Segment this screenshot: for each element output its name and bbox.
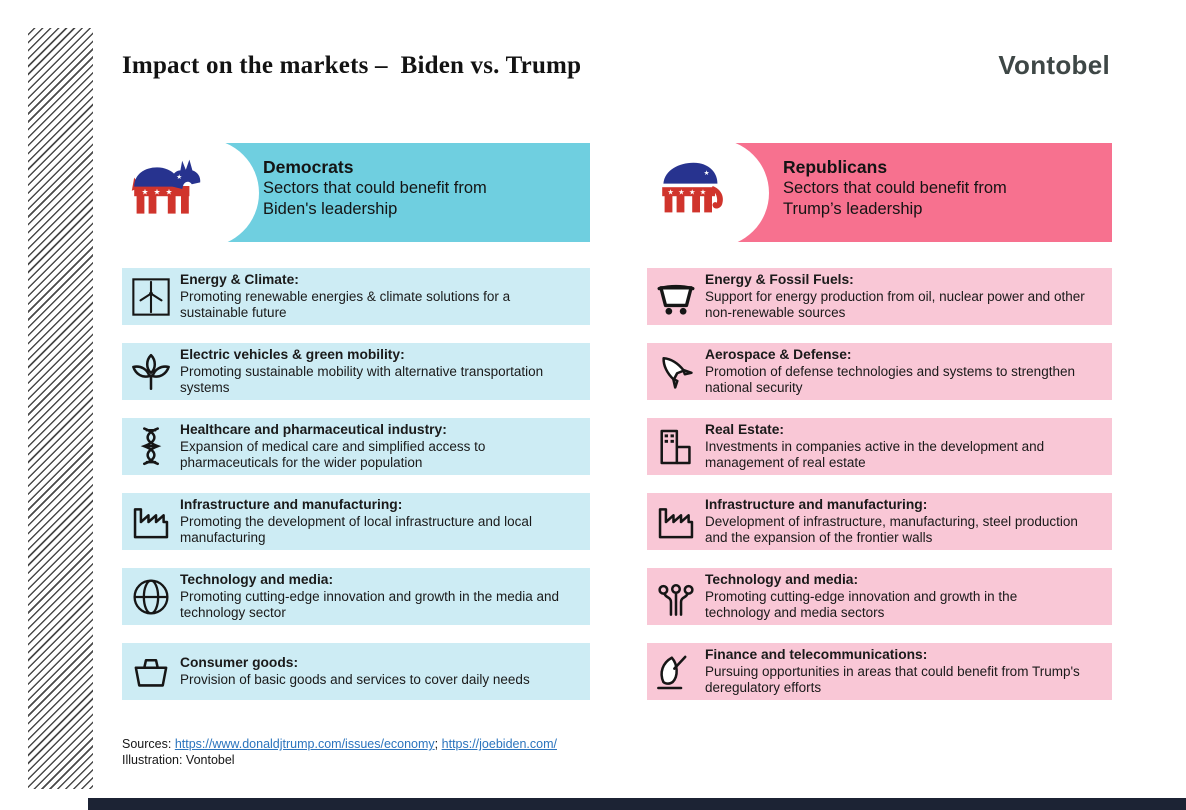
row-desc: Expansion of medical care and simplified… [180, 439, 486, 470]
svg-text:★: ★ [689, 187, 695, 196]
democrats-title: Democrats [263, 157, 354, 177]
dem-row-green-mobility: Electric vehicles & green mobility: Promo… [122, 343, 590, 400]
page-title: Impact on the markets – Biden vs. Trump [122, 52, 582, 79]
democrats-sector-list: Energy & Climate: Promoting renewable ene… [122, 268, 590, 700]
row-title: Energy & Climate: [180, 272, 299, 287]
dem-row-infrastructure: Infrastructure and manufacturing: Promoti… [122, 493, 590, 550]
svg-text:★: ★ [142, 187, 149, 196]
rep-row-energy-fossil: Energy & Fossil Fuels: Support for energy… [647, 268, 1112, 325]
buildings-icon [647, 426, 705, 468]
row-desc: Support for energy production from oil, … [705, 289, 1085, 320]
wind-turbine-icon [122, 276, 180, 318]
svg-text:★: ★ [166, 187, 173, 196]
row-desc: Provision of basic goods and services to… [180, 672, 530, 687]
row-title: Aerospace & Defense: [705, 347, 852, 362]
svg-text:★: ★ [667, 187, 673, 196]
dem-row-energy-climate: Energy & Climate: Promoting renewable ene… [122, 268, 590, 325]
factory-icon [122, 501, 180, 543]
row-title: Consumer goods: [180, 655, 299, 670]
factory-icon [647, 501, 705, 543]
row-desc: Development of infrastructure, manufactu… [705, 514, 1078, 545]
row-desc: Pursuing opportunities in areas that cou… [705, 664, 1080, 695]
svg-text:★: ★ [704, 169, 710, 177]
globe-icon [122, 576, 180, 618]
row-desc: Promoting the development of local infra… [180, 514, 532, 545]
row-desc: Promoting sustainable mobility with alte… [180, 364, 544, 395]
row-desc: Investments in companies active in the d… [705, 439, 1045, 470]
dem-row-healthcare: Healthcare and pharmaceutical industry: E… [122, 418, 590, 475]
row-desc: Promoting renewable energies & climate s… [180, 289, 511, 320]
row-title: Finance and telecommunications: [705, 647, 928, 662]
svg-text:★: ★ [700, 187, 706, 196]
rep-row-real-estate: Real Estate: Investments in companies act… [647, 418, 1112, 475]
footer-accent-bar [88, 798, 1186, 810]
illustration-credit: Illustration: Vontobel [122, 752, 235, 767]
row-desc: Promoting cutting-edge innovation and gr… [180, 589, 559, 620]
row-title: Technology and media: [180, 572, 334, 587]
rocket-icon [647, 351, 705, 393]
row-title: Infrastructure and manufacturing: [180, 497, 403, 512]
source-link-trump[interactable]: https://www.donaldjtrump.com/issues/econ… [174, 737, 435, 751]
dna-icon [122, 426, 180, 468]
shopping-basket-icon [122, 651, 180, 693]
row-title: Energy & Fossil Fuels: [705, 272, 854, 287]
sources-line: Sources: https://www.donaldjtrump.com/is… [122, 737, 557, 753]
row-desc: Promoting cutting-edge innovation and gr… [705, 589, 1018, 620]
republican-elephant-icon: ★ ★ ★ ★ ★ [655, 149, 733, 229]
svg-text:★: ★ [176, 173, 182, 181]
republicans-subtitle: Sectors that could benefit from Trump’s … [783, 179, 1007, 218]
democrat-donkey-icon: ★ ★ ★ ★ [127, 149, 205, 229]
green-leaves-icon [122, 351, 180, 393]
row-title: Real Estate: [705, 422, 784, 437]
rep-row-finance-telecom: Finance and telecommunications: Pursuing … [647, 643, 1112, 700]
democrats-header: Democrats Sectors that could benefit fro… [225, 143, 590, 242]
row-title: Electric vehicles & green mobility: [180, 347, 405, 362]
satellite-dish-icon [647, 651, 705, 693]
sources-label: Sources: [122, 737, 172, 751]
row-title: Technology and media: [705, 572, 859, 587]
republicans-sector-list: Energy & Fossil Fuels: Support for energy… [647, 268, 1112, 700]
rep-row-infrastructure: Infrastructure and manufacturing: Develop… [647, 493, 1112, 550]
svg-text:★: ★ [154, 187, 161, 196]
republicans-header: Republicans Sectors that could benefit f… [735, 143, 1112, 242]
row-desc: Promotion of defense technologies and sy… [705, 364, 1075, 395]
row-title: Healthcare and pharmaceutical industry: [180, 422, 447, 437]
dem-row-technology-media: Technology and media: Promoting cutting-e… [122, 568, 590, 625]
democrats-subtitle: Sectors that could benefit from Biden's … [263, 179, 487, 218]
mine-cart-icon [647, 276, 705, 318]
diagonal-hatch-decoration [28, 28, 93, 789]
row-title: Infrastructure and manufacturing: [705, 497, 928, 512]
network-nodes-icon [647, 576, 705, 618]
footer-notes: Sources: https://www.donaldjtrump.com/is… [122, 737, 557, 768]
svg-text:★: ★ [678, 187, 684, 196]
vontobel-logo: Vontobel [998, 50, 1110, 80]
source-link-biden[interactable]: https://joebiden.com/ [441, 737, 557, 751]
republicans-title: Republicans [783, 157, 888, 177]
rep-row-aerospace-defense: Aerospace & Defense: Promotion of defense… [647, 343, 1112, 400]
dem-row-consumer-goods: Consumer goods: Provision of basic goods … [122, 643, 590, 700]
rep-row-technology-media: Technology and media: Promoting cutting-e… [647, 568, 1112, 625]
sources-separator: ; [434, 737, 439, 751]
